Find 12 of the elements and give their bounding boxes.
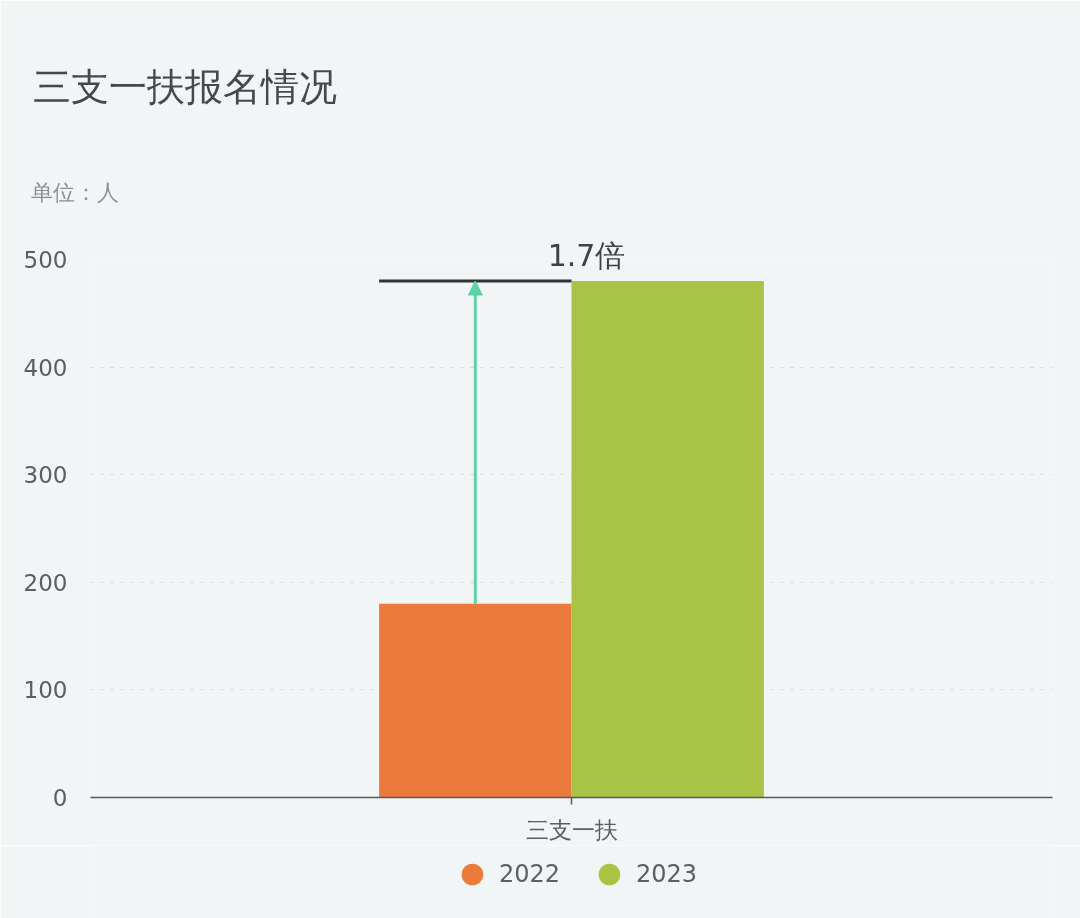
y-tick-label: 0 [52, 785, 68, 811]
chart-subtitle: 单位：人 [30, 179, 119, 205]
x-tick-label: 三支一扶 [525, 816, 618, 843]
legend-label: 2023 [636, 860, 698, 888]
ref-line-label: 1.7倍 [547, 238, 626, 274]
y-tick-label: 300 [23, 462, 68, 489]
legend-label: 2022 [498, 860, 560, 888]
chart-title: 三支一扶报名情况 [32, 64, 337, 109]
y-tick-label: 100 [23, 677, 68, 704]
y-tick-label: 200 [23, 569, 68, 596]
y-tick-label: 500 [23, 247, 68, 273]
y-tick-label: 400 [23, 354, 68, 381]
